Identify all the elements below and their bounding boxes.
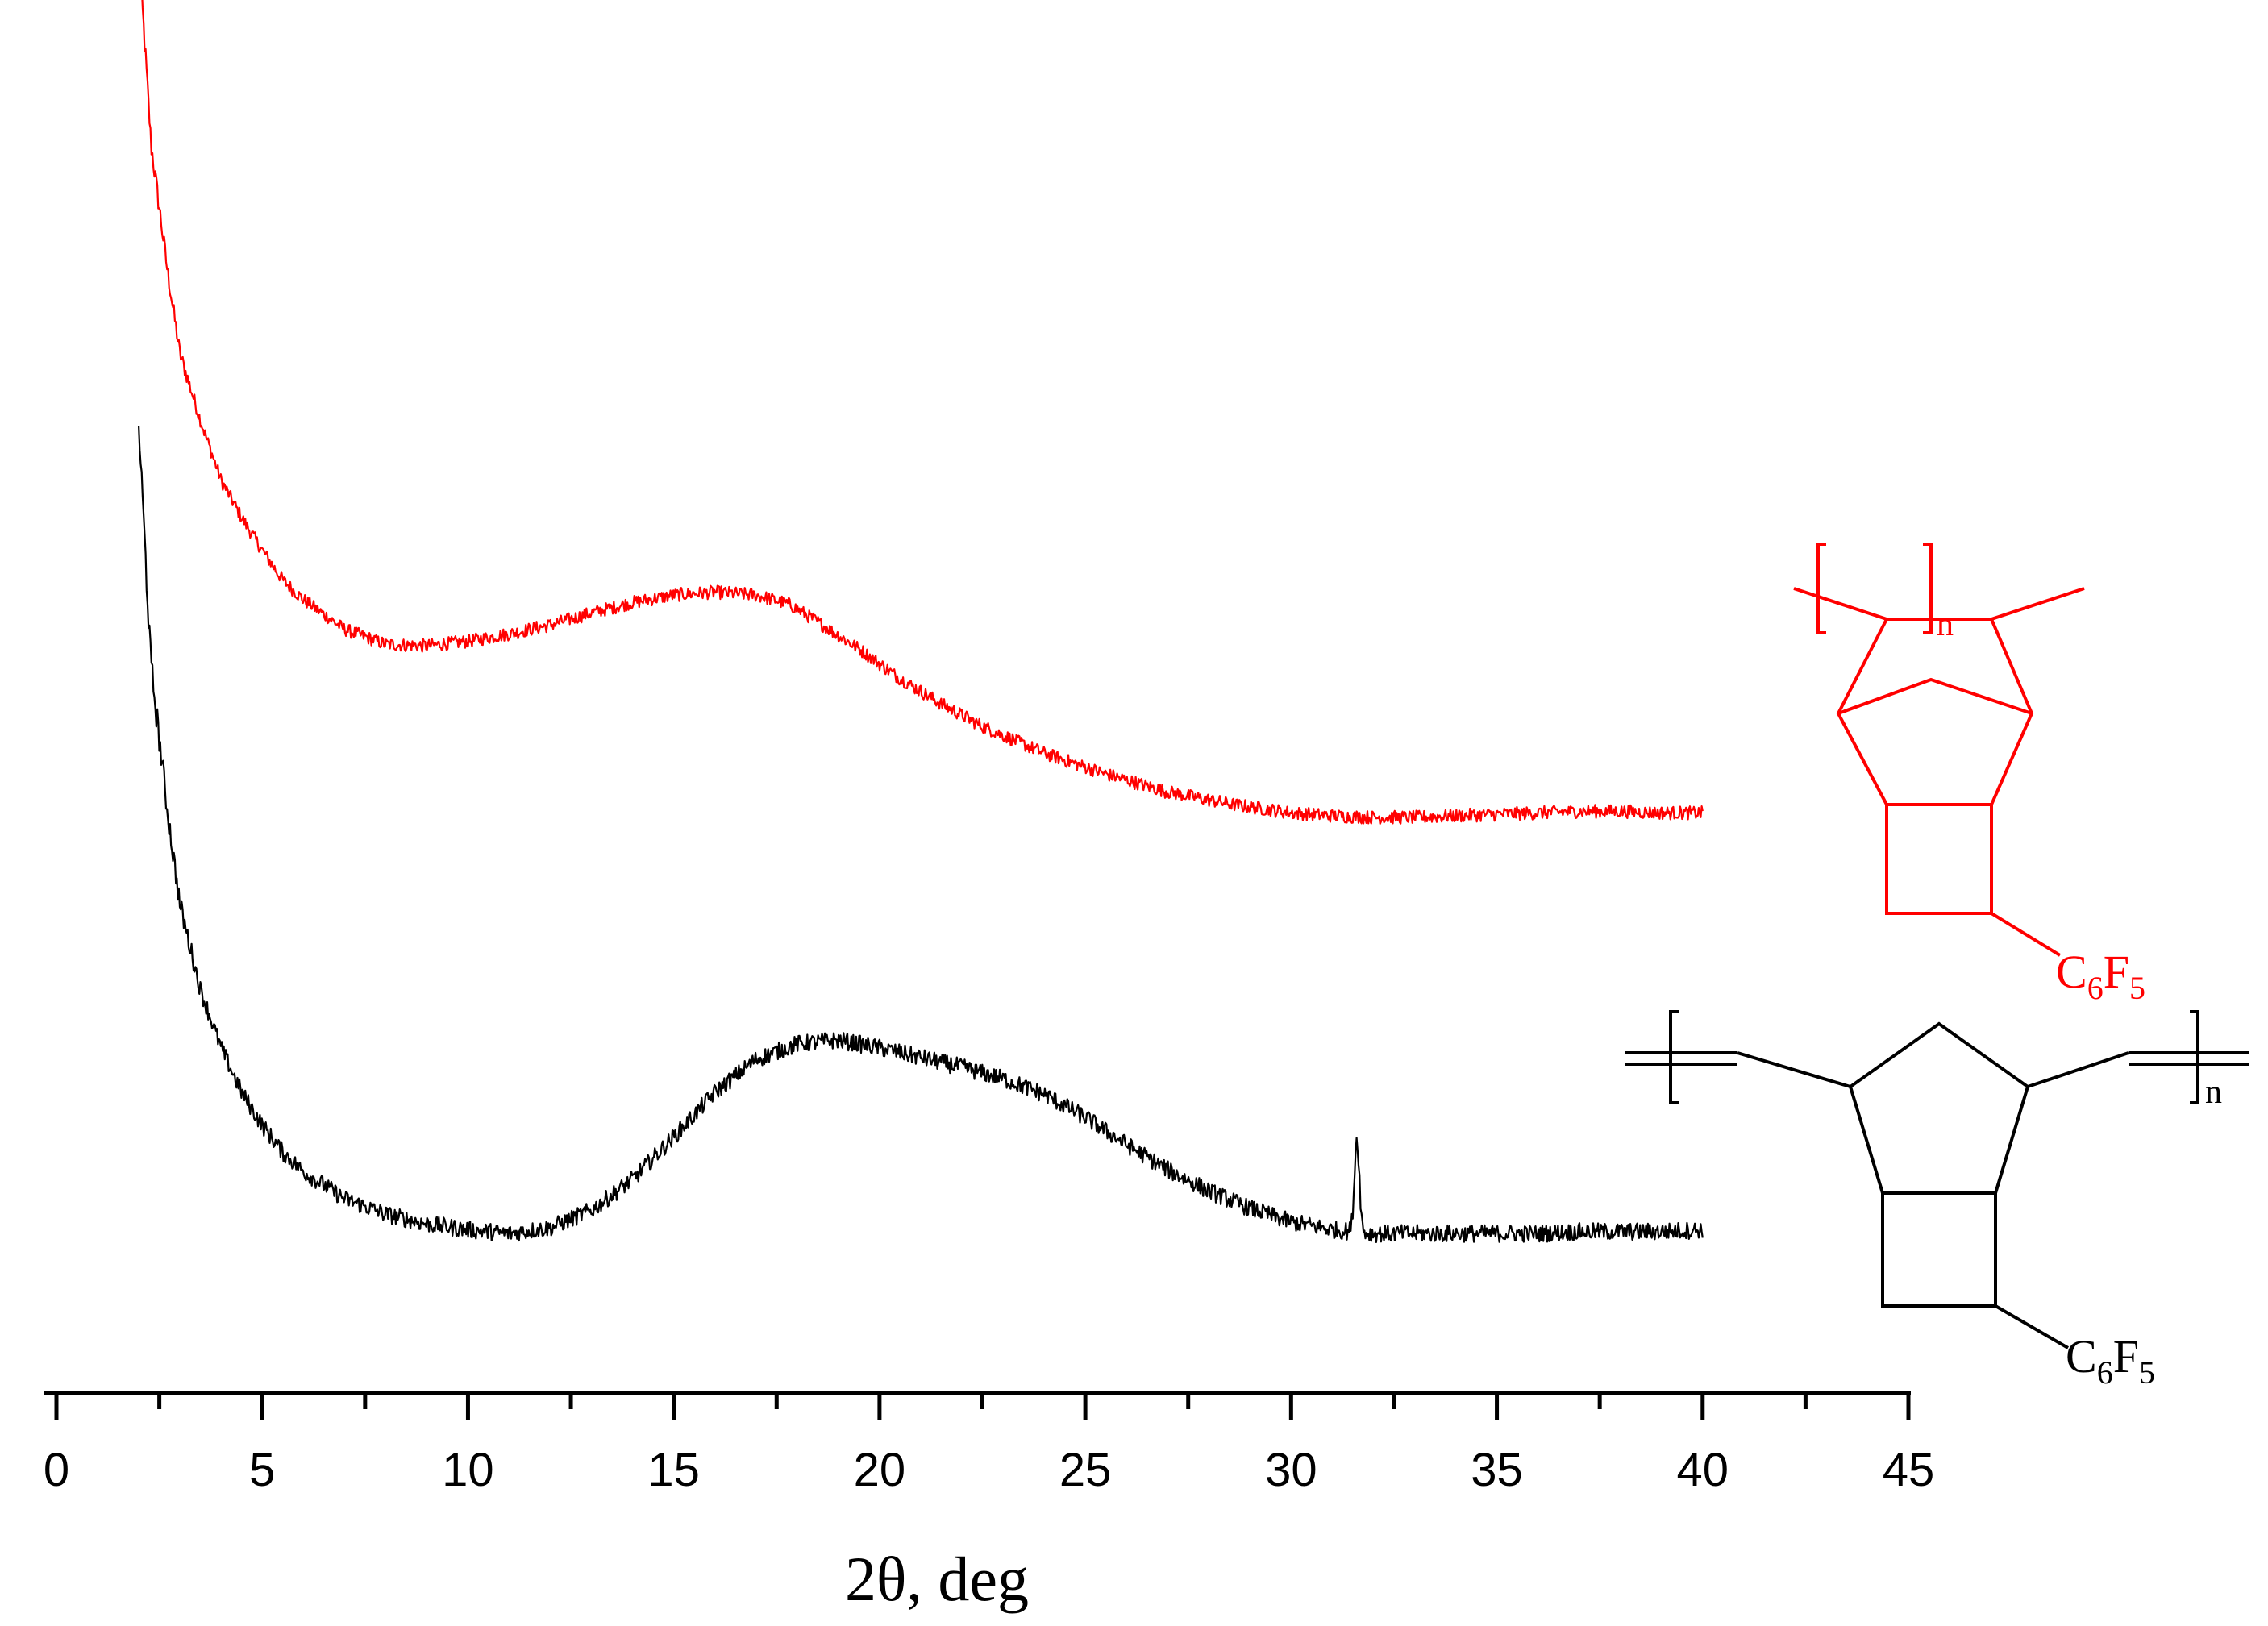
red-polymer-structure (1793, 543, 2085, 957)
black-c6f5-c: C (2066, 1330, 2097, 1383)
red-c6f5-label: C6F5 (2056, 946, 2145, 1006)
x-tick-label: 35 (1471, 1444, 1523, 1496)
x-tick-label: 20 (854, 1444, 906, 1496)
black-c6f5-sub6: 6 (2097, 1354, 2113, 1391)
x-tick-label: 0 (44, 1444, 69, 1496)
red-c6f5-sub6: 6 (2087, 970, 2104, 1006)
x-tick-label: 45 (1883, 1444, 1935, 1496)
red-cyclobutane-ring (1885, 803, 1993, 915)
black-right-chain-bond (2027, 1051, 2129, 1088)
series-line-red (141, 0, 1704, 825)
black-left-chain-bond (1737, 1051, 1851, 1088)
black-cyclobutane-ring (1881, 1191, 1997, 1308)
black-repeat-subscript: n (2205, 1074, 2222, 1111)
black-c6f5-sub5: 5 (2139, 1354, 2155, 1391)
black-polymer-structure (1625, 1010, 2249, 1349)
red-repeat-subscript: n (1937, 606, 1954, 643)
x-tick-label: 10 (442, 1444, 494, 1496)
x-axis-title: 2θ, deg (845, 1544, 1029, 1614)
black-c6f5-label: C6F5 (2066, 1330, 2155, 1391)
black-cyclopentane-ring (1848, 1021, 2030, 1195)
x-axis: 0 5 10 15 20 25 30 35 40 45 (44, 1391, 1934, 1496)
red-left-bracket (1816, 543, 1826, 634)
red-bicyclic-ring (1836, 618, 2034, 806)
red-c6f5-sub5: 5 (2129, 970, 2145, 1006)
red-methylene-bridge (1837, 677, 2033, 715)
black-substituent-bond (1994, 1304, 2070, 1349)
red-right-bond (1991, 587, 2085, 621)
red-c6f5-c: C (2056, 946, 2087, 998)
red-right-bracket (1923, 543, 1933, 634)
trace-layer (138, 0, 1704, 1243)
x-ticks: 0 5 10 15 20 25 30 35 40 45 (44, 1393, 1934, 1496)
red-substituent-bond (1990, 912, 2062, 957)
black-right-bracket (2190, 1010, 2199, 1104)
x-tick-label: 5 (249, 1444, 275, 1496)
x-tick-label: 40 (1677, 1444, 1729, 1496)
red-c6f5-f: F (2104, 946, 2129, 998)
red-left-bond (1793, 587, 1887, 621)
series-line-black (138, 426, 1704, 1243)
black-left-bracket (1669, 1010, 1679, 1104)
black-c6f5-f: F (2113, 1330, 2139, 1383)
x-tick-label: 25 (1059, 1444, 1112, 1496)
x-tick-label: 30 (1265, 1444, 1317, 1496)
x-tick-label: 15 (647, 1444, 700, 1496)
